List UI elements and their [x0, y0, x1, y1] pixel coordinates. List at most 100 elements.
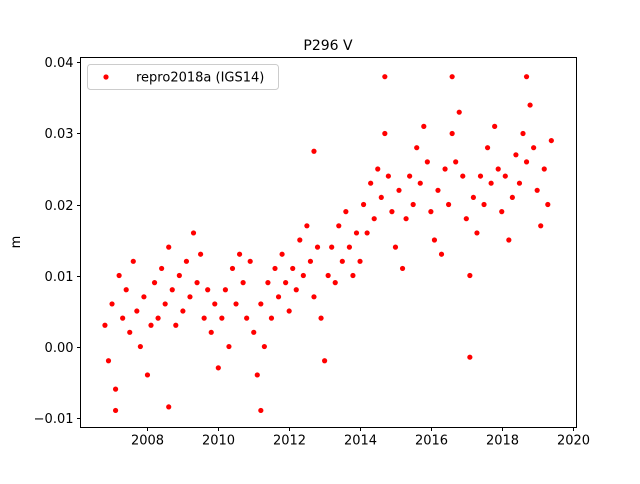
data-point	[378, 194, 384, 201]
data-point	[226, 343, 232, 350]
data-point	[431, 237, 438, 243]
data-point	[127, 329, 133, 335]
data-point	[470, 194, 477, 201]
data-point	[527, 102, 533, 108]
data-point	[399, 265, 406, 272]
legend: repro2018a (IGS14)	[87, 64, 279, 90]
data-point	[339, 258, 345, 264]
data-point	[183, 258, 190, 264]
data-point	[240, 280, 246, 286]
data-point	[343, 209, 349, 215]
data-point	[495, 166, 501, 172]
data-point	[311, 148, 317, 154]
y-tick-label: 0.00	[45, 341, 74, 356]
y-tick-label: 0.02	[45, 199, 74, 214]
data-point	[162, 301, 168, 307]
data-point	[314, 244, 321, 250]
data-point	[368, 180, 374, 186]
data-point	[205, 287, 211, 293]
data-point	[275, 294, 282, 300]
data-point	[382, 74, 388, 80]
data-point	[176, 272, 182, 279]
data-point	[233, 301, 239, 307]
data-point	[523, 159, 530, 165]
data-point	[208, 329, 214, 335]
data-point	[272, 265, 278, 272]
data-point	[297, 237, 303, 243]
data-point	[389, 209, 395, 215]
data-point	[410, 201, 416, 208]
data-point	[151, 280, 158, 286]
data-point	[467, 354, 473, 360]
legend-box	[87, 64, 279, 90]
data-point	[166, 244, 172, 250]
data-point	[258, 407, 264, 414]
data-point	[477, 173, 484, 179]
data-point	[371, 216, 377, 222]
data-point	[509, 194, 515, 201]
data-point	[467, 272, 473, 279]
data-point	[293, 287, 299, 293]
data-point	[538, 223, 544, 229]
data-point	[155, 315, 161, 321]
legend-marker	[103, 74, 109, 80]
data-point	[159, 265, 165, 272]
data-point	[254, 372, 260, 378]
data-point	[396, 187, 402, 193]
data-point	[194, 280, 200, 286]
data-point	[453, 159, 459, 165]
data-point	[318, 315, 324, 321]
data-point	[190, 230, 197, 236]
y-axis-label: m	[9, 236, 24, 249]
data-point	[360, 201, 367, 208]
data-point	[144, 372, 151, 378]
data-point	[247, 258, 253, 264]
x-tick-label: 2018	[486, 434, 519, 449]
data-point	[357, 258, 363, 264]
data-point	[322, 358, 328, 364]
data-point	[173, 322, 179, 328]
data-point	[541, 166, 547, 172]
data-point	[375, 166, 381, 172]
data-point	[449, 74, 455, 80]
data-point	[112, 407, 119, 414]
data-point	[449, 130, 455, 137]
data-point	[180, 308, 186, 314]
data-point	[307, 258, 314, 264]
data-point	[137, 343, 143, 350]
x-tick-label: 2020	[557, 434, 590, 449]
data-point	[283, 280, 289, 286]
data-point	[484, 145, 491, 151]
data-point	[290, 265, 296, 272]
data-point	[265, 280, 271, 286]
x-tick-label: 2014	[344, 434, 377, 449]
y-tick-label: 0.01	[45, 270, 74, 285]
data-point	[304, 223, 310, 229]
data-point	[215, 365, 221, 371]
x-axis: 2008 2010 2012 2014 2016 2018 2020	[131, 427, 590, 449]
x-tick-label: 2012	[273, 434, 306, 449]
data-point	[105, 358, 112, 364]
legend-label: repro2018a (IGS14)	[136, 71, 264, 86]
data-point	[506, 237, 512, 243]
data-point	[460, 173, 466, 179]
data-point	[463, 216, 469, 222]
data-point	[236, 251, 243, 257]
data-point	[102, 322, 108, 328]
data-point	[169, 287, 175, 293]
data-point	[120, 315, 126, 321]
data-point	[346, 244, 353, 250]
data-point	[286, 308, 292, 314]
data-point	[456, 109, 462, 115]
data-point	[502, 173, 508, 179]
data-point	[325, 272, 331, 279]
data-point	[392, 244, 399, 250]
data-point	[116, 272, 122, 279]
data-point	[258, 301, 264, 307]
data-point	[446, 201, 452, 208]
y-tick-label: 0.04	[45, 56, 74, 71]
data-point	[350, 272, 356, 279]
data-point	[222, 287, 229, 293]
data-point	[488, 180, 494, 186]
